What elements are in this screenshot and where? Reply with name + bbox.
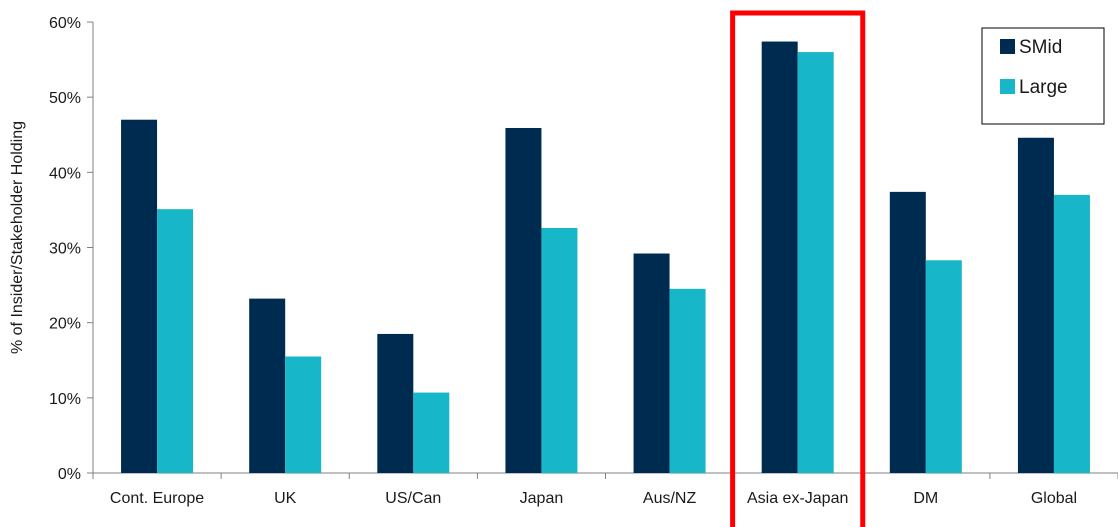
y-tick-label: 60% bbox=[49, 15, 81, 32]
y-tick-label: 0% bbox=[58, 466, 81, 483]
bar-smid bbox=[121, 119, 158, 473]
x-tick-label: Asia ex-Japan bbox=[747, 490, 848, 507]
bar-smid bbox=[505, 127, 542, 474]
bar-large bbox=[157, 209, 194, 474]
bar-smid bbox=[889, 191, 926, 474]
x-axis: Cont. Europe UK US/Can Japan Aus/NZ Asia ex-J… bbox=[92, 472, 1118, 507]
y-tick-label: 10% bbox=[49, 391, 81, 408]
bar-smid bbox=[1017, 137, 1054, 474]
bar-large bbox=[1053, 194, 1090, 473]
highlight-frame bbox=[730, 10, 866, 527]
y-tick-label: 40% bbox=[49, 165, 81, 182]
legend-label: Large bbox=[1019, 77, 1068, 98]
bar-large bbox=[541, 227, 578, 473]
x-tick-label: Japan bbox=[520, 490, 564, 507]
highlight-box bbox=[730, 10, 866, 527]
legend-label: SMid bbox=[1019, 37, 1062, 58]
y-axis-title: % of Insider/Stakeholder Holding bbox=[9, 121, 26, 354]
x-tick-label: Global bbox=[1031, 490, 1077, 507]
x-tick-label: Cont. Europe bbox=[110, 490, 204, 507]
y-axis: 0% 10% 20% 30% 40% 50% 60% bbox=[49, 15, 94, 483]
y-tick-label: 50% bbox=[49, 90, 81, 107]
bar-large bbox=[797, 52, 834, 474]
x-tick-label: Aus/NZ bbox=[643, 490, 697, 507]
y-tick-label: 20% bbox=[49, 316, 81, 333]
bar-smid bbox=[761, 41, 798, 473]
bar-smid bbox=[249, 298, 286, 473]
legend-swatch bbox=[1000, 79, 1015, 94]
bar-large bbox=[285, 356, 322, 473]
y-tick-label: 30% bbox=[49, 241, 81, 258]
bar-large bbox=[413, 392, 450, 473]
bar-large bbox=[925, 260, 962, 473]
x-tick-label: UK bbox=[274, 490, 297, 507]
bar-large bbox=[669, 288, 706, 473]
bar-smid bbox=[633, 253, 670, 473]
bar-smid bbox=[377, 333, 414, 473]
bars bbox=[121, 41, 1090, 474]
x-tick-label: US/Can bbox=[385, 490, 441, 507]
x-tick-label: DM bbox=[913, 490, 938, 507]
legend: SMid Large bbox=[981, 27, 1105, 125]
legend-swatch bbox=[1000, 39, 1015, 54]
